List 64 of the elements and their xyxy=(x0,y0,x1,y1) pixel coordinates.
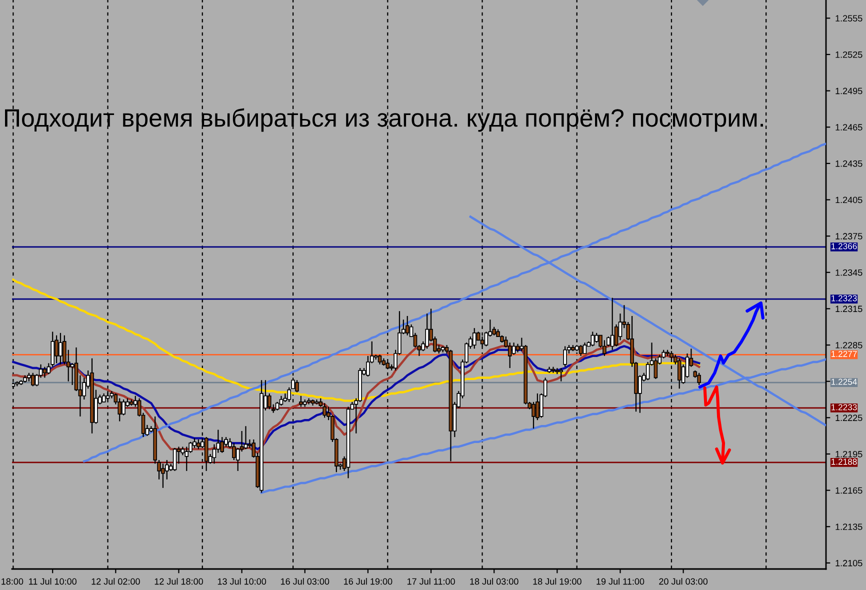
line-series xyxy=(83,142,826,462)
ref-line-label: 1.2233 xyxy=(832,404,857,410)
candlestick xyxy=(594,332,598,344)
candlestick xyxy=(54,334,58,364)
candlestick xyxy=(299,395,303,408)
candlestick xyxy=(172,447,177,472)
ref-line-label: 1.2323 xyxy=(832,295,857,302)
candlestick xyxy=(58,332,62,365)
y-tick-label: 1.2135 xyxy=(836,524,862,530)
candlestick xyxy=(378,354,382,365)
x-tick-label: 17 Jul 11:00 xyxy=(407,578,455,585)
candlestick xyxy=(582,342,587,354)
y-tick-label: 1.2225 xyxy=(836,414,862,422)
y-tick-label: 1.2375 xyxy=(836,233,862,240)
text: Подходит время выбираться из загона. куда попрём? посмотрим. xyxy=(5,108,763,132)
x-tick-label: 11 Jul 10:00 xyxy=(29,578,77,585)
candlestick xyxy=(563,346,567,368)
y-tick-label: 1.2195 xyxy=(836,450,862,458)
candlestick xyxy=(196,438,200,450)
candlestick xyxy=(677,358,682,390)
ref-line-label: 1.2254 xyxy=(832,378,857,385)
candlestick xyxy=(42,366,47,378)
candlestick xyxy=(610,297,614,350)
candlestick xyxy=(122,398,126,416)
candlestick xyxy=(244,426,248,450)
x-tick-label: 18 Jul 03:00 xyxy=(470,578,518,585)
x-tick-label: 12 Jul 02:00 xyxy=(92,578,140,585)
candlestick xyxy=(268,392,272,410)
y-tick-label: 1.2405 xyxy=(836,196,862,204)
x-tick-label: 12 Jul 18:00 xyxy=(154,578,203,585)
candlestick xyxy=(184,446,189,472)
candlestick xyxy=(512,342,516,356)
candlestick xyxy=(118,398,122,422)
candlestick xyxy=(295,380,299,393)
y-tick-label: 1.2345 xyxy=(836,269,862,276)
x-tick-label: 18 Jul 19:00 xyxy=(533,578,582,585)
candlestick xyxy=(279,395,284,406)
candlestick xyxy=(30,372,35,387)
x-tick-label: 19 Jul 11:00 xyxy=(596,578,644,585)
candlestick xyxy=(161,463,165,488)
y-tick-label: 1.2315 xyxy=(836,306,862,312)
x-tick-label: 13 Jul 10:00 xyxy=(218,578,266,585)
y-tick-label: 1.2285 xyxy=(836,342,862,348)
candlestick xyxy=(697,372,701,386)
y-tick-label: 1.2165 xyxy=(836,487,862,494)
candlestick xyxy=(532,401,536,430)
x-tick-label: 16 Jul 03:00 xyxy=(280,578,330,585)
x-tick-label: 16 Jul 19:00 xyxy=(344,578,392,585)
candlestick xyxy=(322,402,326,418)
y-tick-label: 1.2525 xyxy=(836,51,862,58)
ref-line-label: 1.2366 xyxy=(832,243,857,250)
y-tick-label: 1.2465 xyxy=(836,124,862,130)
y-tick-label: 1.2495 xyxy=(836,88,862,94)
y-tick-label: 1.2105 xyxy=(836,560,862,566)
candlestick xyxy=(405,315,410,336)
y-tick-label: 1.2435 xyxy=(836,160,862,167)
ref-line-label: 1.2188 xyxy=(832,458,857,465)
x-tick-label: 20 Jul 03:00 xyxy=(659,578,708,585)
candlestick xyxy=(472,328,476,350)
candlestick xyxy=(559,367,564,382)
y-tick-label: 1.2555 xyxy=(836,15,862,22)
ref-line-label: 1.2277 xyxy=(832,350,857,357)
candlestick xyxy=(590,331,595,347)
text: 18:00 xyxy=(2,578,24,585)
